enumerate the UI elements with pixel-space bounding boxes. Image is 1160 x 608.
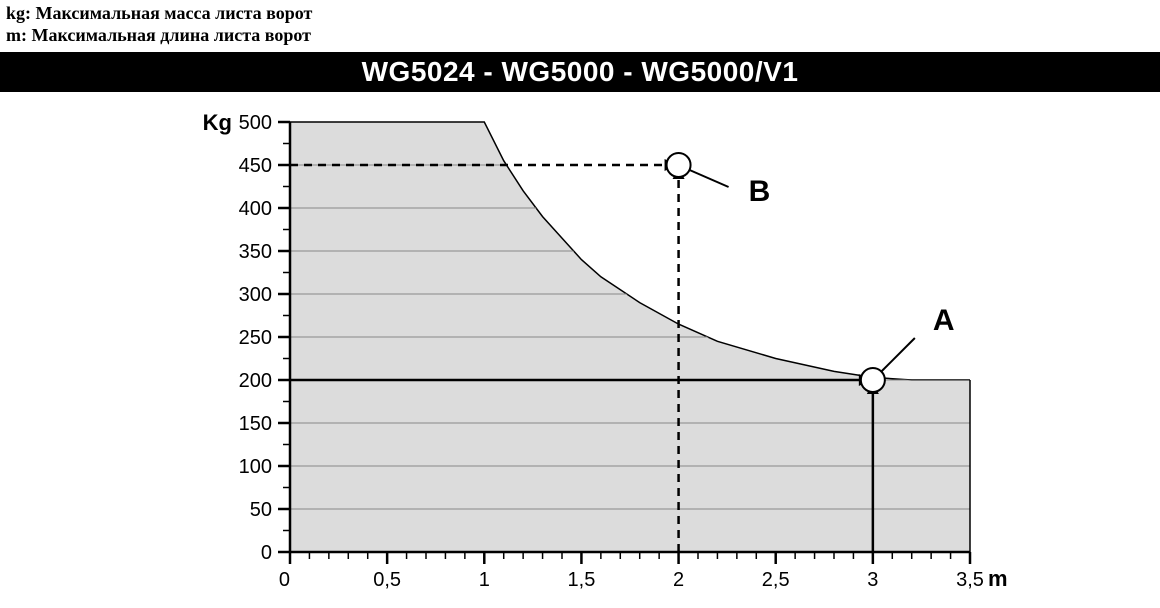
- x-axis: [290, 552, 970, 564]
- x-tick-label: 3,5: [956, 569, 984, 591]
- x-tick-label: 2,5: [762, 569, 790, 591]
- label-A: A: [933, 304, 955, 337]
- y-tick-label: 400: [239, 198, 272, 220]
- x-tick-label: 3: [867, 569, 878, 591]
- y-axis-unit: Kg: [203, 110, 232, 135]
- y-tick-label: 100: [239, 456, 272, 478]
- legend-kg-key: kg:: [6, 3, 31, 23]
- x-tick-label: 0: [279, 569, 290, 591]
- label-B: B: [749, 175, 771, 208]
- model-header-title: WG5024 - WG5000 - WG5000/V1: [362, 56, 799, 87]
- y-tick-label: 0: [261, 542, 272, 564]
- x-tick-label: 0,5: [373, 569, 401, 591]
- y-tick-label: 50: [250, 499, 272, 521]
- y-tick-label: 300: [239, 284, 272, 306]
- y-tick-label: 150: [239, 413, 272, 435]
- x-tick-label: 1: [479, 569, 490, 591]
- y-tick-label: 250: [239, 327, 272, 349]
- y-tick-label: 350: [239, 241, 272, 263]
- model-header-bar: WG5024 - WG5000 - WG5000/V1: [0, 52, 1160, 92]
- y-tick-label: 450: [239, 155, 272, 177]
- legend-kg-text: Максимальная масса листа ворот: [31, 3, 312, 23]
- legend-m-key: m:: [6, 25, 27, 45]
- legend-block: kg: Максимальная масса листа ворот m: Ма…: [6, 2, 312, 46]
- chart-svg: 0 50 100 150 200 250 300 350 400 450 500 Kg 0 0,5 1 1,5…: [0, 92, 1160, 608]
- y-tick-label: 500: [239, 112, 272, 134]
- legend-line-kg: kg: Максимальная масса листа ворот: [6, 2, 312, 24]
- y-axis: [278, 122, 290, 552]
- x-axis-unit: m: [988, 566, 1008, 591]
- x-tick-label: 2: [673, 569, 684, 591]
- legend-m-text: Максимальная длина листа ворот: [27, 25, 311, 45]
- chart-container: 0 50 100 150 200 250 300 350 400 450 500 Kg 0 0,5 1 1,5…: [0, 92, 1160, 608]
- legend-line-m: m: Максимальная длина листа ворот: [6, 24, 312, 46]
- x-tick-label: 1,5: [568, 569, 596, 591]
- y-tick-label: 200: [239, 370, 272, 392]
